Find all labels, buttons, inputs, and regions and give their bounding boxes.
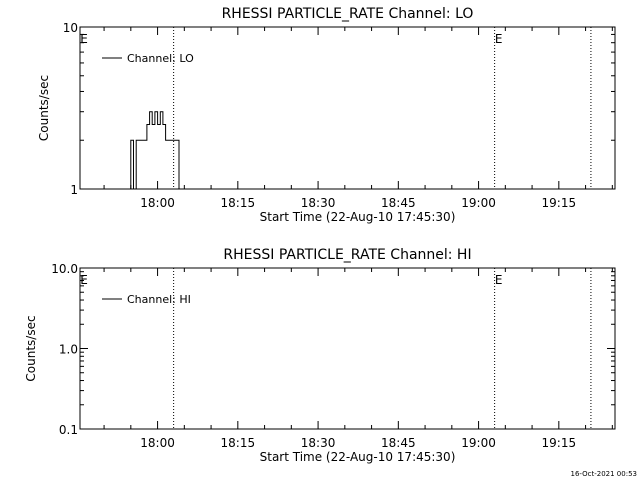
- event-flag: E: [80, 273, 88, 287]
- x-tick-label: 18:15: [221, 196, 256, 210]
- chart-panel-1: RHESSI PARTICLE_RATE Channel: LO 18:00 18:…: [37, 6, 616, 224]
- chart-panels: RHESSI PARTICLE_RATE Channel: LO 18:00 18:…: [24, 6, 616, 464]
- y-tick-label: 10.0: [51, 262, 78, 276]
- y-tick-label: 1: [70, 183, 78, 197]
- plot-frame: [79, 26, 616, 190]
- x-tick-label: 18:30: [301, 436, 336, 450]
- chart-title: RHESSI PARTICLE_RATE Channel: HI: [223, 247, 471, 263]
- y-axis-label: Counts/sec: [37, 75, 51, 141]
- series-line: [130, 111, 182, 190]
- x-tick-label: 19:15: [542, 436, 577, 450]
- chart-title: RHESSI PARTICLE_RATE Channel: LO: [222, 6, 474, 22]
- x-tick-label: 19:00: [461, 436, 496, 450]
- x-tick-label: 18:45: [381, 436, 416, 450]
- x-tick-label: 18:00: [140, 436, 175, 450]
- event-flag: E: [495, 273, 503, 287]
- legend-entry: Channel: LO: [127, 52, 194, 65]
- x-tick-label: 19:00: [461, 196, 496, 210]
- y-tick-label: 10: [63, 21, 78, 35]
- event-flag: E: [495, 32, 503, 46]
- timestamp: 16-Oct-2021 00:53: [571, 470, 637, 478]
- legend-entry: Channel: HI: [127, 293, 191, 306]
- x-tick-label: 19:15: [542, 196, 577, 210]
- x-axis-label: Start Time (22-Aug-10 17:45:30): [260, 450, 456, 464]
- x-axis-label: Start Time (22-Aug-10 17:45:30): [260, 210, 456, 224]
- y-tick-label: 1.0: [59, 343, 78, 357]
- x-tick-label: 18:00: [140, 196, 175, 210]
- x-tick-label: 18:30: [301, 196, 336, 210]
- y-tick-label: 0.1: [59, 423, 78, 437]
- chart-panel-2: RHESSI PARTICLE_RATE Channel: HI 18:00 18:…: [24, 247, 616, 464]
- event-flag: E: [80, 32, 88, 46]
- y-axis-label: Counts/sec: [24, 315, 38, 381]
- x-tick-label: 18:15: [221, 436, 256, 450]
- x-tick-label: 18:45: [381, 196, 416, 210]
